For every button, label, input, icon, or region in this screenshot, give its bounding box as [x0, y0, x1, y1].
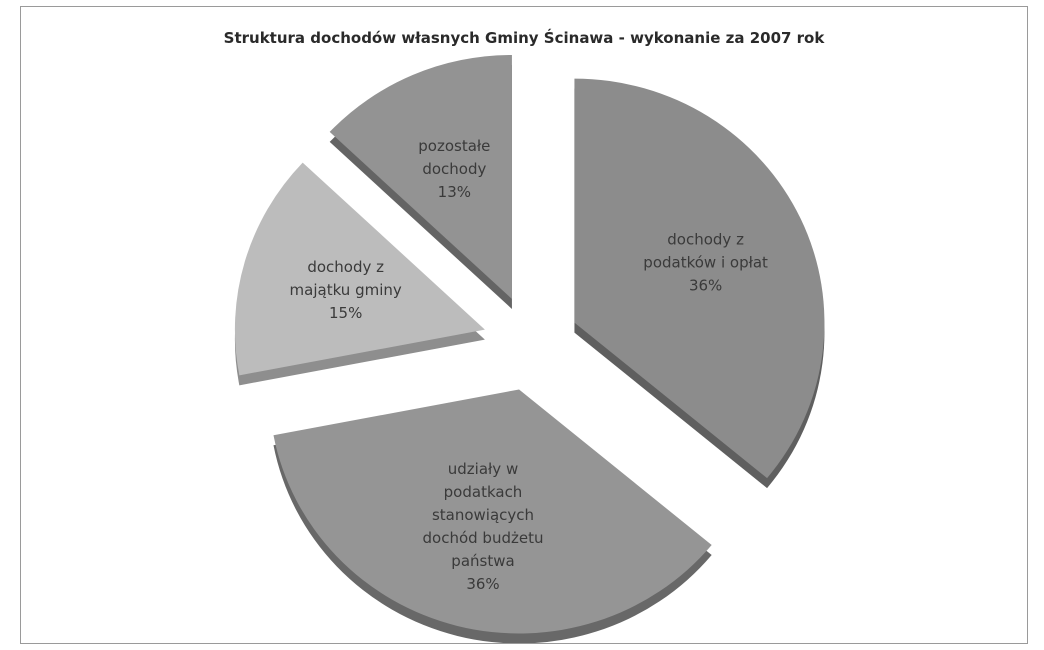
- slice-udziały-w-podatkach-stanowiących-dochód-budżetu-państwa-label-line: stanowiących: [432, 506, 534, 524]
- slice-pozostałe-dochody-label-line: pozostałe: [418, 137, 490, 155]
- slice-pozostałe-dochody: [329, 54, 512, 299]
- pie-slices-layer: [234, 54, 825, 634]
- pie-labels-layer: dochody z podatków i opłat 36% udziały w pod…: [290, 137, 769, 593]
- slice-udziały-w-podatkach-stanowiących-dochód-budżetu-państwa-label-line: udziały w: [448, 460, 518, 478]
- slice-dochody-z-majątku-gminy-label: dochody z majątku gminy 15%: [290, 258, 402, 322]
- slice-pozostałe-dochody-label-line: dochody: [422, 160, 486, 178]
- chart-frame: Struktura dochodów własnych Gminy Ścinaw…: [20, 6, 1028, 644]
- slice-dochody-z-majątku-gminy-percent: 15%: [329, 304, 362, 322]
- slice-dochody-z-podatków-i-opłat: [574, 78, 825, 479]
- slice-pozostałe-dochody-label: pozostałe dochody 13%: [418, 137, 490, 201]
- slice-dochody-z-majątku-gminy: [234, 162, 485, 376]
- slice-udziały-w-podatkach-stanowiących-dochód-budżetu-państwa: [273, 389, 712, 634]
- slice-dochody-z-majątku-gminy-label-line: dochody z: [307, 258, 384, 276]
- slice-dochody-z-majątku-gminy-label-line: majątku gminy: [290, 281, 402, 299]
- slice-udziały-w-podatkach-stanowiących-dochód-budżetu-państwa-label-line: podatkach: [444, 483, 523, 501]
- slice-udziały-w-podatkach-stanowiących-dochód-budżetu-państwa-label-line: państwa: [451, 552, 514, 570]
- slice-udziały-w-podatkach-stanowiących-dochód-budżetu-państwa-label: udziały w podatkach stanowiących dochód bud…: [423, 460, 544, 593]
- slice-dochody-z-podatków-i-opłat-label: dochody z podatków i opłat 36%: [643, 230, 768, 294]
- slice-dochody-z-podatków-i-opłat-label-line: podatków i opłat: [643, 253, 768, 271]
- slice-udziały-w-podatkach-stanowiących-dochód-budżetu-państwa-label-line: dochód budżetu: [423, 529, 544, 547]
- slice-dochody-z-podatków-i-opłat-percent: 36%: [689, 276, 722, 294]
- slice-pozostałe-dochody-percent: 13%: [438, 183, 471, 201]
- slice-dochody-z-podatków-i-opłat-label-line: dochody z: [667, 230, 744, 248]
- pie-chart: dochody z podatków i opłat 36% udziały w pod…: [234, 54, 825, 643]
- slice-udziały-w-podatkach-stanowiących-dochód-budżetu-państwa-percent: 36%: [466, 575, 499, 593]
- chart-title: Struktura dochodów własnych Gminy Ścinaw…: [223, 29, 825, 47]
